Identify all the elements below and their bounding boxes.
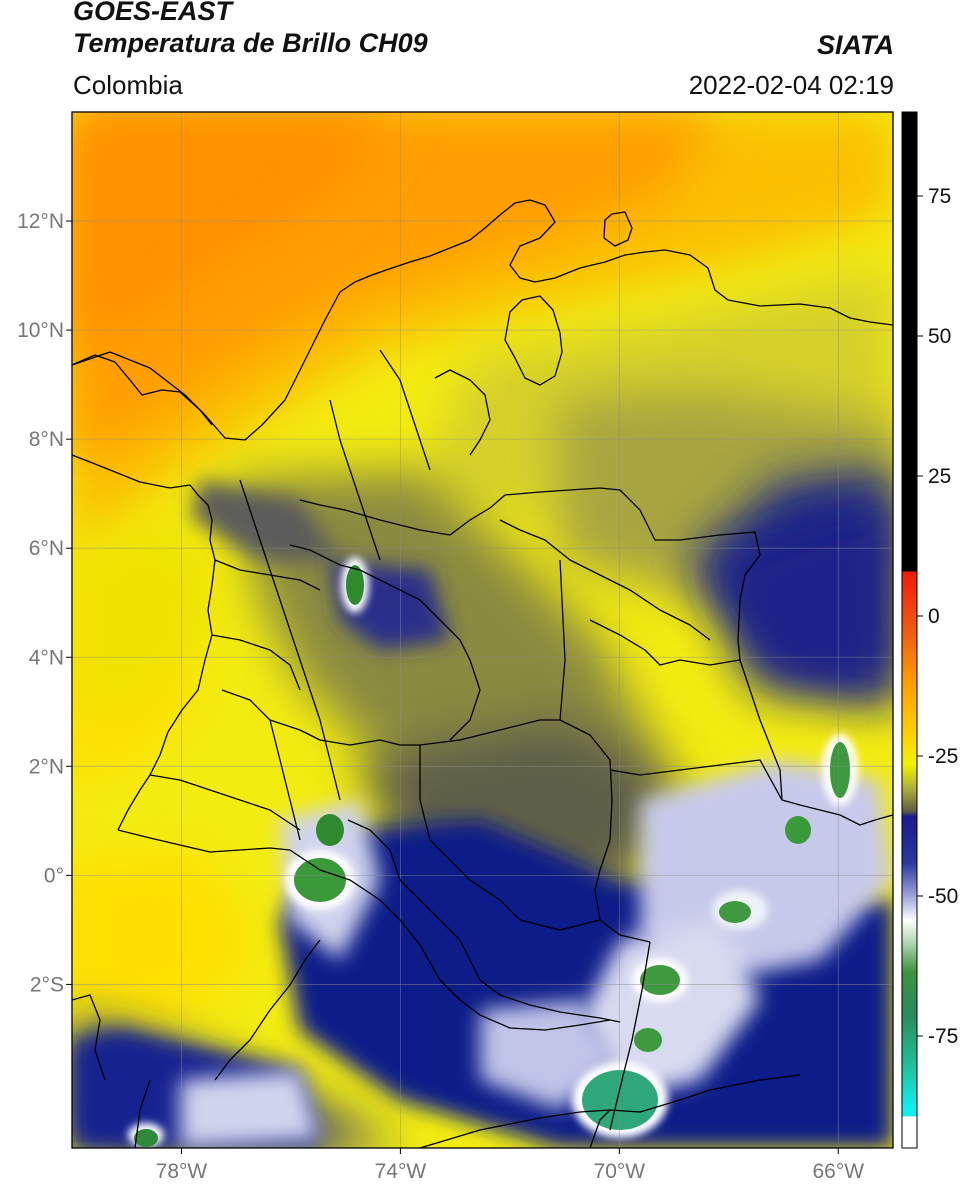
region-label: Colombia xyxy=(73,70,183,100)
colorbar xyxy=(901,111,918,1149)
colorbar-tick-label: -25 xyxy=(928,745,958,768)
graticule xyxy=(72,112,893,1148)
lat-tick-label: 6°N xyxy=(29,537,64,560)
datetime-label: 2022-02-04 02:19 xyxy=(688,70,894,100)
lat-tick-label: 8°N xyxy=(29,428,64,451)
lat-tick-label: 4°N xyxy=(29,646,64,669)
brightness-temperature-field xyxy=(72,112,893,1148)
colorbar-tick-label: -75 xyxy=(928,1025,958,1048)
lat-tick-label: 2°S xyxy=(30,973,64,996)
lon-tick-label: 78°W xyxy=(156,1160,208,1183)
lon-tick-label: 70°W xyxy=(594,1160,646,1183)
lon-tick-label: 74°W xyxy=(375,1160,427,1183)
lat-tick-label: 10°N xyxy=(17,319,64,342)
colorbar-tick-label: 50 xyxy=(928,325,951,348)
map-frame xyxy=(71,111,894,1149)
lat-tick-label: 12°N xyxy=(17,210,64,233)
organization-label: SIATA xyxy=(817,30,894,60)
colorbar-tick-label: 25 xyxy=(928,465,951,488)
product-title: Temperatura de Brillo CH09 xyxy=(73,28,428,58)
colorbar-tick-label: 0 xyxy=(928,605,940,628)
coastlines-and-borders xyxy=(72,199,893,1148)
satellite-title: GOES-EAST xyxy=(73,0,233,26)
lat-tick-label: 2°N xyxy=(29,755,64,778)
lat-tick-label: 0° xyxy=(44,864,64,887)
axis-ticks: 78°W 74°W 70°W 66°W 12°N 10°N 8°N 6°N 4°N 2°N 0° 2°… xyxy=(17,210,864,1183)
colorbar-ticks: 75 50 25 0 -25 -50 -75 xyxy=(917,185,958,1048)
colorbar-tick-label: 75 xyxy=(928,185,951,208)
colorbar-tick-label: -50 xyxy=(928,885,958,908)
lon-tick-label: 66°W xyxy=(812,1160,864,1183)
